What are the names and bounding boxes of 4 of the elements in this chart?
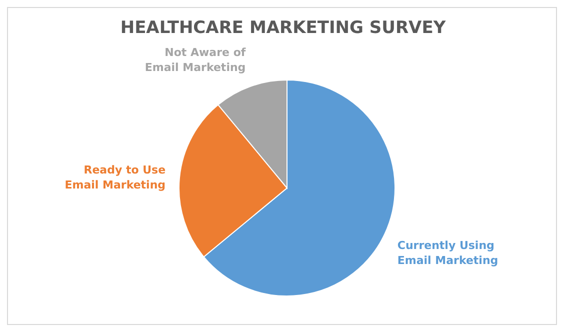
- chart-title: HEALTHCARE MARKETING SURVEY: [119, 18, 447, 38]
- slice-label: Currently Using Email Marketing: [397, 238, 498, 267]
- slice-label: Not Aware of Email Marketing: [144, 46, 246, 74]
- slice-label: Ready to Use Email Marketing: [64, 164, 166, 192]
